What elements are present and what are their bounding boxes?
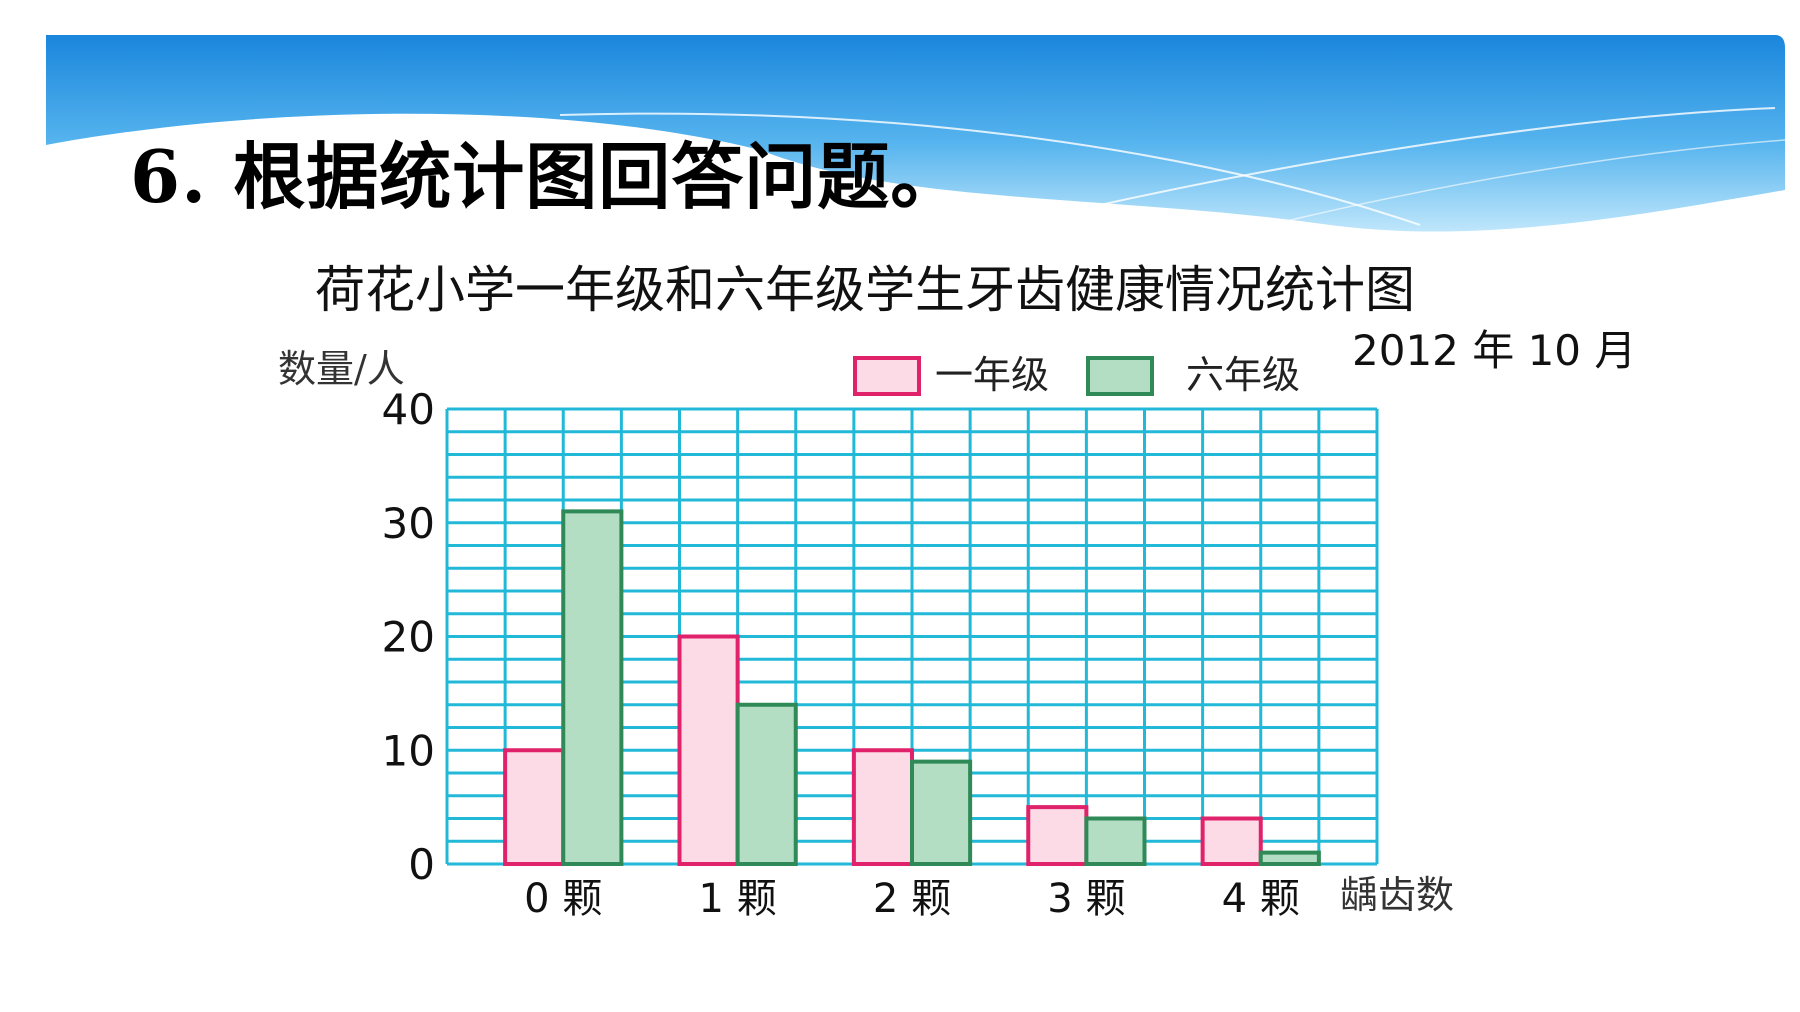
- legend-label-grade6: 六年级: [1186, 353, 1300, 397]
- bar-grade6: [1258, 850, 1321, 866]
- chart-date: 2012 年 10 月: [1352, 326, 1636, 375]
- x-tick-labels: 0 颗 1 颗 2 颗 3 颗 4 颗: [524, 876, 1300, 922]
- legend-swatch-grade6: [1086, 356, 1154, 396]
- legend-label-grade1: 一年级: [935, 353, 1049, 397]
- legend: 一年级 六年级: [853, 353, 1300, 397]
- x-tick-label: 3 颗: [1047, 876, 1125, 922]
- y-tick-label: 10: [382, 726, 435, 775]
- bar-grade6: [561, 509, 624, 866]
- bar-grade1: [503, 748, 566, 866]
- chart-title: 荷花小学一年级和六年级学生牙齿健康情况统计图: [315, 261, 1415, 319]
- x-tick-label: 2 颗: [873, 876, 951, 922]
- bars-layer: [503, 509, 1321, 866]
- x-tick-label: 4 颗: [1222, 876, 1300, 922]
- bar-grade1: [1200, 816, 1263, 866]
- x-axis-label: 龋齿数: [1340, 873, 1454, 917]
- bar-grade6: [910, 759, 973, 866]
- x-tick-label: 0 颗: [524, 876, 602, 922]
- y-axis-label: 数量/人: [278, 347, 405, 391]
- bar-grade6: [735, 702, 798, 866]
- y-tick-label: 0: [408, 840, 435, 889]
- bar-grade1: [677, 634, 740, 866]
- bar-grade1: [851, 748, 914, 866]
- y-tick-labels: 0 10 20 30 40: [382, 385, 435, 889]
- banner-background: [46, 35, 1786, 232]
- y-tick-label: 30: [382, 499, 435, 548]
- x-tick-label: 1 颗: [699, 876, 777, 922]
- y-tick-label: 20: [382, 613, 435, 662]
- question-title: 6. 根据统计图回答问题。: [130, 134, 964, 219]
- legend-swatch-grade1: [853, 356, 921, 396]
- bar-grade1: [1026, 805, 1089, 866]
- y-tick-label: 40: [382, 385, 435, 434]
- bar-grade6: [1084, 816, 1147, 866]
